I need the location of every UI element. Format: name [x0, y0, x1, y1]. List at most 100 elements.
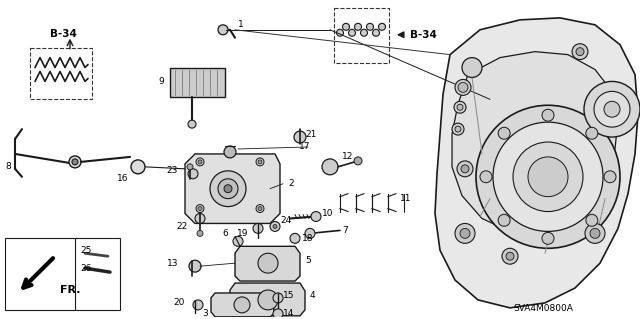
Circle shape [462, 58, 482, 78]
Circle shape [198, 160, 202, 164]
Polygon shape [185, 154, 280, 223]
Circle shape [69, 156, 81, 168]
Circle shape [586, 127, 598, 139]
Circle shape [196, 158, 204, 166]
Circle shape [498, 214, 510, 226]
Circle shape [253, 223, 263, 234]
Circle shape [193, 300, 203, 310]
Circle shape [590, 228, 600, 238]
Circle shape [367, 23, 374, 30]
Text: 26: 26 [80, 263, 92, 273]
Circle shape [542, 109, 554, 121]
Circle shape [542, 233, 554, 244]
Text: 4: 4 [310, 292, 316, 300]
Circle shape [378, 23, 385, 30]
Circle shape [572, 44, 588, 60]
Circle shape [457, 161, 473, 177]
Bar [334, 8, 389, 63]
Circle shape [498, 127, 510, 139]
Bar [30, 48, 92, 99]
Text: FR.: FR. [60, 285, 81, 295]
Circle shape [586, 214, 598, 226]
Text: 18: 18 [302, 234, 314, 243]
Circle shape [305, 228, 315, 238]
Circle shape [604, 171, 616, 183]
Circle shape [454, 101, 466, 113]
Circle shape [188, 169, 198, 179]
Circle shape [273, 309, 283, 319]
Circle shape [455, 79, 471, 95]
Text: 3: 3 [202, 309, 208, 318]
Text: 10: 10 [322, 209, 333, 218]
Text: 1: 1 [238, 20, 244, 29]
Circle shape [349, 29, 355, 36]
Polygon shape [211, 293, 274, 317]
Circle shape [258, 290, 278, 310]
Text: 9: 9 [158, 77, 164, 86]
Text: 11: 11 [400, 194, 412, 203]
Circle shape [258, 253, 278, 273]
Circle shape [189, 260, 201, 272]
Circle shape [131, 160, 145, 174]
Circle shape [224, 146, 236, 158]
Circle shape [210, 171, 246, 207]
Circle shape [198, 207, 202, 211]
Circle shape [196, 204, 204, 212]
Circle shape [270, 221, 280, 231]
Circle shape [188, 120, 196, 128]
Circle shape [72, 159, 78, 165]
Text: 23: 23 [166, 166, 178, 175]
Circle shape [233, 236, 243, 246]
Text: 17: 17 [298, 143, 310, 152]
Circle shape [355, 23, 362, 30]
Circle shape [218, 179, 238, 199]
Circle shape [258, 160, 262, 164]
Text: 25: 25 [80, 246, 92, 255]
Circle shape [273, 293, 283, 303]
Circle shape [493, 122, 603, 231]
Circle shape [476, 105, 620, 248]
Polygon shape [235, 246, 300, 281]
Circle shape [604, 101, 620, 117]
Text: 7: 7 [342, 226, 348, 235]
Text: SVA4M0800A: SVA4M0800A [513, 304, 573, 313]
Circle shape [506, 252, 514, 260]
Circle shape [513, 142, 583, 211]
Circle shape [195, 213, 205, 223]
Circle shape [372, 29, 380, 36]
Circle shape [455, 223, 475, 243]
Text: 12: 12 [342, 152, 353, 161]
Circle shape [258, 207, 262, 211]
Text: 6: 6 [222, 229, 228, 238]
Polygon shape [230, 283, 305, 316]
Text: 19: 19 [237, 229, 248, 238]
Text: 15: 15 [283, 292, 294, 300]
Bar [5, 238, 120, 310]
Circle shape [584, 81, 640, 137]
Circle shape [256, 204, 264, 212]
Circle shape [342, 23, 349, 30]
Circle shape [337, 29, 344, 36]
Circle shape [322, 159, 338, 175]
Text: B-34: B-34 [50, 29, 77, 39]
Text: 8: 8 [5, 162, 11, 171]
Circle shape [458, 82, 468, 93]
Circle shape [273, 225, 277, 228]
Circle shape [460, 228, 470, 238]
Text: 5: 5 [305, 256, 311, 265]
Circle shape [224, 185, 232, 193]
Circle shape [354, 157, 362, 165]
Bar [170, 68, 225, 97]
Polygon shape [452, 52, 618, 234]
Circle shape [585, 223, 605, 243]
Circle shape [294, 131, 306, 143]
Circle shape [452, 123, 464, 135]
Polygon shape [435, 18, 638, 308]
Circle shape [461, 165, 469, 173]
Circle shape [502, 248, 518, 264]
Text: 14: 14 [283, 309, 294, 318]
Text: 22: 22 [177, 222, 188, 231]
Circle shape [256, 158, 264, 166]
Circle shape [290, 234, 300, 243]
Circle shape [311, 211, 321, 221]
